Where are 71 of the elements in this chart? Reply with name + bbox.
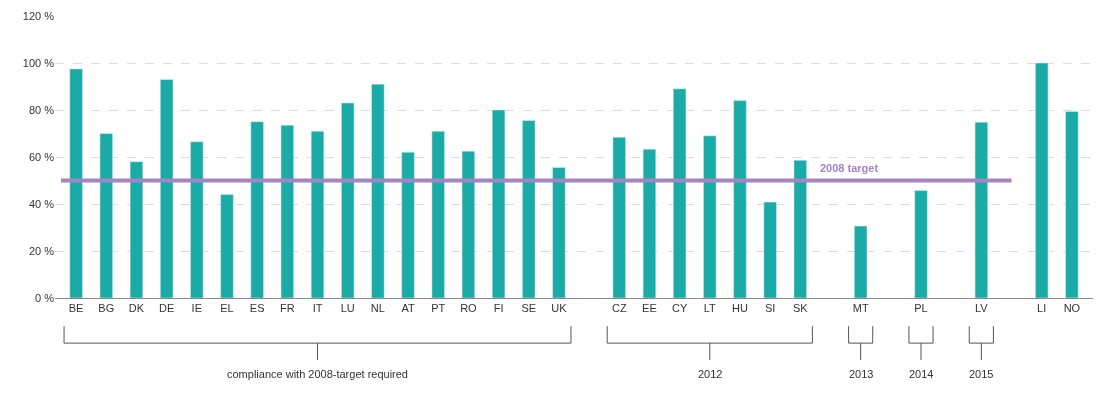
text: 2013 xyxy=(849,368,874,380)
bar xyxy=(854,225,868,298)
x-tick-label: IE xyxy=(191,302,203,315)
bar xyxy=(733,100,747,298)
x-tick-label: NL xyxy=(370,302,385,315)
bar xyxy=(129,161,144,298)
x-tick-label: SI xyxy=(764,302,776,315)
x-tick-label: ES xyxy=(249,302,265,315)
bar xyxy=(401,152,415,298)
x-tick-label: PT xyxy=(431,302,446,315)
bar xyxy=(552,167,566,298)
x-tick-label: FI xyxy=(493,302,504,315)
x-tick-label: DK xyxy=(128,302,145,315)
x-tick-label: DE xyxy=(159,302,175,315)
bar xyxy=(703,135,717,298)
x-tick-label: EL xyxy=(220,302,234,315)
x-tick-label: UK xyxy=(551,302,568,315)
x-tick-label: BE xyxy=(68,302,84,315)
bar xyxy=(974,121,988,298)
y-tick-label: 120 % xyxy=(22,9,55,22)
bar xyxy=(491,109,506,298)
x-tick-label: PL xyxy=(914,302,928,315)
text: compliance with 2008-target required xyxy=(227,368,408,380)
x-tick-label: LV xyxy=(975,302,989,315)
x-tick-label: SK xyxy=(792,302,809,315)
x-tick-label: EE xyxy=(642,302,657,315)
bar xyxy=(190,141,204,298)
bar xyxy=(69,68,83,298)
x-tick-label: LI xyxy=(1037,302,1047,315)
y-tick-label: 0 % xyxy=(35,291,55,304)
bar xyxy=(914,190,928,298)
text: 2012 xyxy=(698,368,723,380)
x-tick-label: NO xyxy=(1063,302,1081,315)
bar xyxy=(280,125,294,298)
bar xyxy=(341,102,355,298)
bar xyxy=(522,120,536,298)
x-tick-label: CY xyxy=(671,302,688,315)
bar xyxy=(431,130,445,298)
x-tick-label: SE xyxy=(521,302,537,315)
x-tick-label: IT xyxy=(312,302,323,315)
y-tick-label: 20 % xyxy=(28,244,55,257)
x-tick-label: CZ xyxy=(611,302,627,315)
bar xyxy=(461,150,475,298)
bar xyxy=(1065,111,1079,298)
x-tick-label: LT xyxy=(703,302,717,315)
bar xyxy=(160,79,174,298)
bar xyxy=(1035,62,1049,298)
bar xyxy=(310,130,325,298)
x-tick-label: MT xyxy=(852,302,869,315)
y-tick-label: 40 % xyxy=(28,197,55,210)
text: 2014 xyxy=(909,368,934,380)
x-tick-label: AT xyxy=(401,302,415,315)
bar xyxy=(99,133,113,298)
x-tick-label: RO xyxy=(460,302,478,315)
x-tick-label: HU xyxy=(732,302,748,315)
x-tick-label: FR xyxy=(280,302,295,315)
y-tick-label: 100 % xyxy=(22,56,55,69)
text: 2015 xyxy=(969,368,994,380)
bar xyxy=(250,121,264,298)
bar xyxy=(371,83,385,298)
x-tick-label: LU xyxy=(340,302,355,315)
bar xyxy=(673,88,687,298)
y-tick-label: 60 % xyxy=(28,150,55,163)
bar xyxy=(793,160,807,298)
bar xyxy=(763,201,777,298)
bar xyxy=(642,149,657,298)
bar xyxy=(612,137,626,298)
x-tick-label: BG xyxy=(98,302,115,315)
y-tick-label: 80 % xyxy=(28,103,55,116)
ref-line-label: 2008 target xyxy=(820,162,879,174)
bar xyxy=(220,194,234,298)
